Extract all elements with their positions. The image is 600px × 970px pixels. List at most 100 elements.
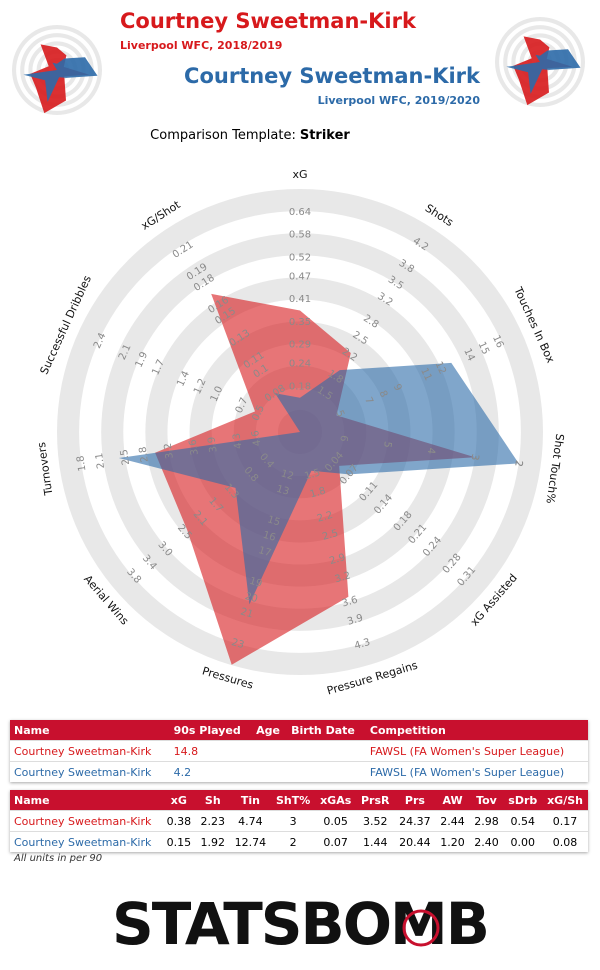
tick-label: 2.5 — [321, 528, 339, 543]
tick-label: 4.6 — [250, 430, 263, 447]
tick-label: 4 — [425, 447, 437, 455]
tick-label: 2.8 — [138, 446, 151, 463]
logo: STATSBOMB — [112, 890, 490, 958]
column-header: Sh — [195, 790, 230, 811]
column-header: Tov — [469, 790, 504, 811]
column-header: PrsR — [356, 790, 395, 811]
tick-label: 0.58 — [289, 230, 311, 241]
series-area — [118, 362, 519, 605]
tick-label: 15 — [266, 514, 281, 528]
cell: 24.37 — [394, 810, 436, 832]
series-area — [155, 293, 475, 665]
axis-label: Turnovers — [35, 441, 56, 497]
template-value: Striker — [300, 128, 351, 143]
template-label: Comparison Template: — [150, 128, 296, 143]
tick-label: 0.41 — [289, 294, 311, 305]
cell: 12.74 — [229, 831, 272, 852]
cell: 0.38 — [161, 810, 196, 832]
column-header: Age — [252, 720, 288, 741]
tick-label: 15 — [476, 340, 491, 356]
cell: 0.08 — [542, 831, 588, 852]
tick-label: 17 — [257, 545, 272, 559]
tick-label: 2 — [512, 459, 524, 467]
tick-label: 1.5 — [303, 467, 321, 482]
tick-label: 13 — [275, 484, 290, 498]
row: Courtney Sweetman-Kirk 0.15 1.92 12.74 2 0.07… — [10, 831, 588, 852]
cell: 1.44 — [356, 831, 395, 852]
column-header: AW — [435, 790, 470, 811]
cell: Courtney Sweetman-Kirk — [10, 810, 162, 832]
tick-label: 3.6 — [188, 439, 201, 456]
cell: 2 — [271, 831, 316, 852]
tick-label: 16 — [490, 334, 505, 350]
tick-label: 5 — [381, 441, 393, 449]
column-header: Name — [10, 720, 170, 741]
row: Courtney Sweetman-Kirk 14.8 FAWSL (FA Wome… — [10, 740, 588, 762]
cell: 2.98 — [469, 810, 504, 832]
note: All units in per 90 — [14, 853, 103, 864]
title-1: Courtney Sweetman-Kirk — [120, 9, 417, 33]
stats-table: Name xG Sh Tin ShT% xGAs PrsR Prs AW Tov sDrb xG/Sh… — [10, 790, 588, 852]
tick-label: 2.1 — [94, 452, 107, 469]
tick-label: 3.9 — [346, 613, 364, 628]
axis-label: xG — [292, 168, 307, 181]
logo-ring — [402, 909, 440, 947]
title-2: Courtney Sweetman-Kirk — [184, 64, 481, 88]
cell: FAWSL (FA Women's Super League) — [365, 740, 588, 762]
series-area — [513, 36, 573, 106]
tick-label: 2.9 — [328, 552, 346, 567]
tick-label: 4.3 — [353, 637, 371, 652]
subtitle-1: Liverpool WFC, 2018/2019 — [120, 39, 282, 52]
tick-label: 5 — [381, 441, 393, 449]
logo-text: STATSBOMB — [112, 890, 488, 958]
cell: Courtney Sweetman-Kirk — [10, 761, 170, 782]
tick-label: 3 — [469, 453, 481, 461]
tick-label: 0.24 — [289, 359, 311, 370]
series-area — [506, 49, 581, 94]
column-header: Tin — [229, 790, 272, 811]
column-header: ShT% — [271, 790, 316, 811]
tick-label: 7 — [362, 396, 375, 406]
chart: Courtney Sweetman-Kirk Liverpool WFC, 20… — [12, 9, 585, 698]
tick-label: 5 — [333, 409, 346, 419]
tick-label: 2 — [512, 459, 524, 467]
info-table: Name 90s Played Age Birth Date Competition Co… — [10, 720, 588, 782]
cell: 0.05 — [315, 810, 357, 832]
cell: 1.92 — [195, 831, 230, 852]
column-header: sDrb — [503, 790, 543, 811]
cell: 0.00 — [503, 831, 543, 852]
tick-label: 6 — [337, 434, 349, 442]
header-row: Name xG Sh Tin ShT% xGAs PrsR Prs AW Tov sDrb xG/Sh — [10, 790, 588, 811]
cell — [252, 740, 288, 762]
cell: 0.17 — [542, 810, 588, 832]
cell: 3 — [271, 810, 316, 832]
tick-label: 12 — [433, 360, 448, 376]
cell — [252, 761, 288, 782]
subtitle-2: Liverpool WFC, 2019/2020 — [318, 94, 481, 107]
cell: 2.44 — [435, 810, 470, 832]
tick-label: 0.35 — [289, 317, 311, 328]
tick-label: 0.52 — [289, 252, 311, 263]
tick-label: 3.9 — [206, 436, 219, 453]
header-row: Name 90s Played Age Birth Date Competition — [10, 720, 588, 741]
template: Comparison Template: Striker — [150, 128, 350, 143]
cell: 0.07 — [315, 831, 357, 852]
row: Courtney Sweetman-Kirk 4.2 FAWSL (FA Women… — [10, 761, 588, 782]
tick-label: 2.5 — [119, 448, 132, 465]
tick-label: 14 — [461, 347, 476, 363]
cell: 1.20 — [435, 831, 470, 852]
cell: 3.52 — [356, 810, 395, 832]
tick-label: 1.8 — [309, 486, 327, 501]
cell: Courtney Sweetman-Kirk — [10, 740, 170, 762]
tick-label: 21 — [239, 606, 254, 620]
cell: Courtney Sweetman-Kirk — [10, 831, 162, 852]
column-header: xG/Sh — [542, 790, 588, 811]
column-header: xG — [161, 790, 196, 811]
column-header: xGAs — [315, 790, 357, 811]
tick-label: 2.2 — [316, 510, 334, 525]
tick-label: 11 — [418, 366, 433, 382]
cell — [287, 761, 366, 782]
column-header: Competition — [365, 720, 588, 741]
tick-label: 4.3 — [231, 432, 244, 449]
